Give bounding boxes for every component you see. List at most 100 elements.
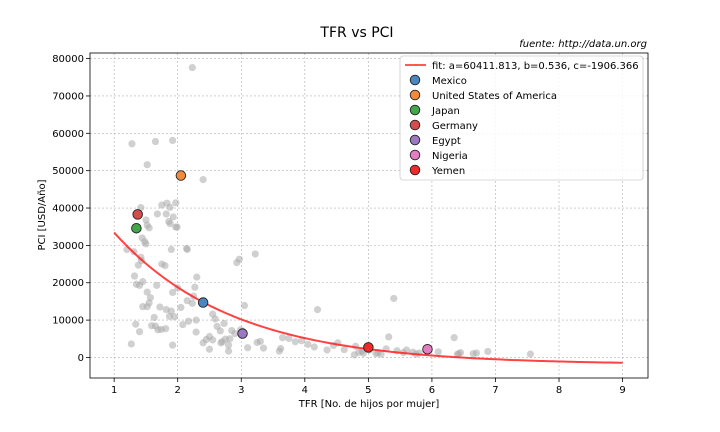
- data-point: [134, 261, 142, 269]
- legend-marker: [409, 164, 421, 176]
- data-point: [193, 273, 201, 281]
- data-point: [251, 250, 259, 258]
- data-point: [526, 350, 535, 358]
- data-point: [192, 328, 200, 336]
- data-point: [139, 278, 147, 286]
- data-point: [145, 224, 153, 232]
- chart-title: TFR vs PCI: [319, 25, 393, 41]
- legend-marker: [409, 119, 421, 131]
- data-point: [169, 341, 177, 349]
- data-point: [256, 337, 264, 345]
- data-point: [211, 315, 219, 323]
- y-axis-label: PCI [USD/Año]: [37, 179, 48, 250]
- data-point: [259, 344, 268, 352]
- plot-frame: [89, 52, 649, 379]
- country-point-mexico: [197, 297, 209, 308]
- legend-label: United States of America: [432, 91, 557, 102]
- y-tick-label: 20000: [52, 278, 84, 289]
- data-point: [484, 347, 492, 356]
- data-point: [143, 161, 151, 169]
- data-point: [151, 137, 160, 146]
- data-point: [153, 281, 161, 289]
- data-point: [162, 210, 170, 218]
- x-tick-label: 9: [619, 385, 625, 396]
- data-point: [385, 333, 393, 341]
- legend-marker: [409, 74, 421, 86]
- x-tick-label: 3: [238, 385, 244, 396]
- data-point: [291, 338, 299, 346]
- x-tick-label: 6: [429, 385, 435, 396]
- data-point: [472, 349, 481, 357]
- y-tick-label: 60000: [52, 129, 84, 140]
- highlighted-countries: [131, 170, 433, 355]
- country-point-nigeria: [422, 343, 433, 355]
- y-tick-label: 80000: [52, 54, 84, 65]
- data-point: [298, 337, 306, 345]
- y-tick-label: 30000: [52, 241, 84, 252]
- data-point: [226, 335, 234, 343]
- country-point-germany: [132, 209, 143, 220]
- x-tick-label: 2: [175, 385, 181, 396]
- data-point: [169, 288, 177, 297]
- data-point: [143, 288, 151, 296]
- country-point-japan: [131, 222, 142, 234]
- data-point: [173, 223, 181, 231]
- data-point: [205, 332, 214, 341]
- data-point: [224, 341, 233, 349]
- y-tick-label: 50000: [52, 166, 84, 177]
- x-axis-ticks: 1 2 3 4 5 6 7 8 9: [111, 378, 626, 396]
- data-point: [161, 261, 169, 270]
- y-tick-label: 0: [78, 353, 84, 364]
- data-point: [132, 280, 140, 288]
- data-point: [235, 255, 243, 263]
- legend-label: Mexico: [432, 76, 467, 87]
- data-point: [148, 322, 156, 330]
- legend-fit-label: fit: a=60411.813, b=0.536, c=-1906.366: [432, 61, 639, 72]
- x-tick-label: 7: [492, 385, 498, 396]
- legend-label: Yemen: [431, 166, 465, 177]
- data-point: [135, 328, 144, 336]
- data-point: [130, 272, 139, 280]
- data-point: [167, 245, 175, 254]
- legend-label: Nigeria: [432, 151, 468, 162]
- data-point: [323, 346, 331, 354]
- data-point: [169, 136, 177, 145]
- x-tick-label: 5: [365, 385, 371, 396]
- data-point: [231, 329, 239, 338]
- data-point: [172, 199, 180, 207]
- legend-box: [399, 55, 644, 181]
- data-point: [156, 303, 164, 311]
- legend: fit: a=60411.813, b=0.536, c=-1906.366 M…: [399, 55, 644, 181]
- data-point: [166, 220, 174, 228]
- legend-marker: [409, 104, 421, 116]
- data-point: [127, 340, 135, 348]
- data-point: [162, 325, 170, 333]
- data-point: [166, 203, 174, 211]
- data-point: [188, 299, 196, 307]
- source-note: fuente: http://data.un.org: [519, 39, 647, 50]
- country-point-yemen: [363, 342, 374, 353]
- data-point: [220, 319, 228, 328]
- legend-marker: [409, 134, 421, 146]
- data-point: [285, 334, 293, 343]
- data-point: [199, 176, 207, 184]
- y-axis-ticks: 0 10000 20000 30000 40000 50000 60000 70000 8000…: [52, 54, 90, 364]
- data-point: [165, 312, 174, 320]
- legend-label: Japan: [431, 106, 460, 117]
- x-tick-label: 8: [556, 385, 562, 396]
- data-point: [310, 343, 318, 351]
- data-point: [313, 306, 322, 314]
- data-point: [455, 350, 463, 358]
- data-point: [278, 334, 287, 342]
- data-point: [179, 320, 187, 329]
- x-tick-label: 1: [111, 385, 117, 396]
- x-tick-label: 4: [302, 385, 308, 396]
- legend-marker: [409, 149, 421, 161]
- country-point-egypt: [237, 328, 248, 339]
- data-point: [132, 320, 140, 328]
- data-point: [224, 347, 233, 355]
- data-point: [277, 344, 285, 353]
- data-point: [390, 294, 398, 303]
- data-point: [205, 345, 214, 353]
- data-point: [139, 303, 147, 311]
